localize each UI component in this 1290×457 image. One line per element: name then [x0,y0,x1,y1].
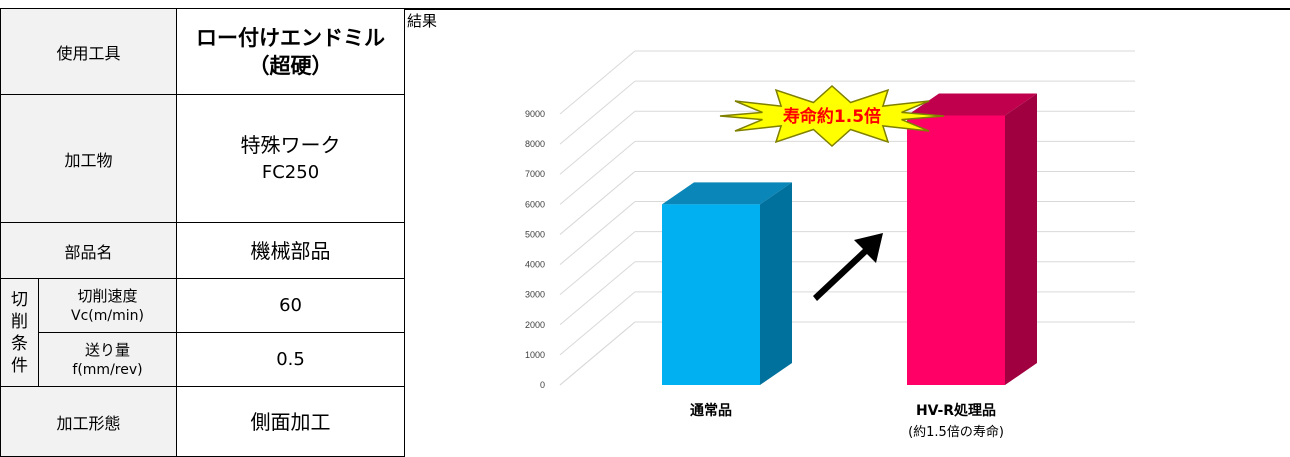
gridline-slant [559,140,636,205]
y-tick-label: 9000 [525,109,545,119]
bar-2 [907,115,1005,385]
y-tick-label: 5000 [525,229,545,239]
tool-value: ロー付けエンドミル （超硬） [176,8,406,95]
work-value-line1: 特殊ワーク [240,132,341,157]
y-tick-label: 2000 [525,320,545,330]
floor-edge [559,321,636,386]
cutting-speed-unit: Vc(m/min) [71,307,144,324]
machining-form-label: 加工形態 [0,386,178,457]
bar-side-2 [1005,93,1037,385]
part-label: 部品名 [0,222,178,279]
feed-value: 0.5 [176,332,406,387]
gridline-slant [559,261,636,326]
y-tick-label: 4000 [525,260,545,270]
machining-form-value: 側面加工 [176,386,406,457]
feed-unit: f(mm/rev) [72,361,143,378]
bar-top-2 [907,93,1037,116]
bar-side-1 [760,182,792,385]
work-label: 加工物 [0,94,178,223]
cond-char-1: 切 [11,289,28,310]
gridline-slant [559,231,636,296]
feed-name: 送り量 [85,340,131,359]
work-value: 特殊ワーク FC250 [176,94,406,223]
tool-value-line2: （超硬） [248,53,333,78]
cutting-speed-name: 切削速度 [77,286,138,305]
y-tick-label: 3000 [525,290,545,300]
work-value-line2: FC250 [261,161,320,183]
gridline-slant [559,50,636,115]
increase-arrow [813,233,883,301]
tool-label: 使用工具 [0,8,178,95]
cond-char-3: 条 [11,333,28,354]
y-tick-label: 7000 [525,169,545,179]
gridline-slant [559,201,636,265]
part-value: 機械部品 [176,222,406,279]
bar-top-1 [662,182,792,205]
gridline-slant [559,291,636,356]
top-rule [404,8,1290,10]
category-label-2: HV-R処理品 [916,402,996,419]
tool-value-line1: ロー付けエンドミル [196,25,386,50]
category-sublabel-2: (約1.5倍の寿命) [908,424,1004,440]
gridline-slant [559,80,636,145]
y-tick-label: 1000 [525,350,545,360]
feed-label: 送り量 f(mm/rev) [37,332,178,387]
y-tick-label: 0 [540,380,545,390]
cutting-conditions-label: 切 削 条 件 [0,278,39,387]
result-chart: 0 1000 2000 3000 4000 5000 6000 7000 8000 9000 通常品… [525,50,1135,440]
spec-table: 使用工具 ロー付けエンドミル （超硬） 加工物 特殊ワーク FC250 部品名 … [0,8,406,457]
cond-char-4: 件 [11,355,28,376]
cutting-speed-label: 切削速度 Vc(m/min) [37,278,178,333]
annotation-text: 寿命約1.5倍 [783,106,881,127]
bar-1 [662,204,760,385]
y-tick-label: 6000 [525,199,545,209]
y-tick-label: 8000 [525,139,545,149]
annotation-burst [719,84,945,148]
result-title: 結果 [407,12,438,30]
gridline-slant [559,171,636,235]
gridline-slant [559,110,636,175]
cond-char-2: 削 [11,311,28,332]
category-label-1: 通常品 [690,402,732,419]
cutting-speed-value: 60 [176,278,406,333]
